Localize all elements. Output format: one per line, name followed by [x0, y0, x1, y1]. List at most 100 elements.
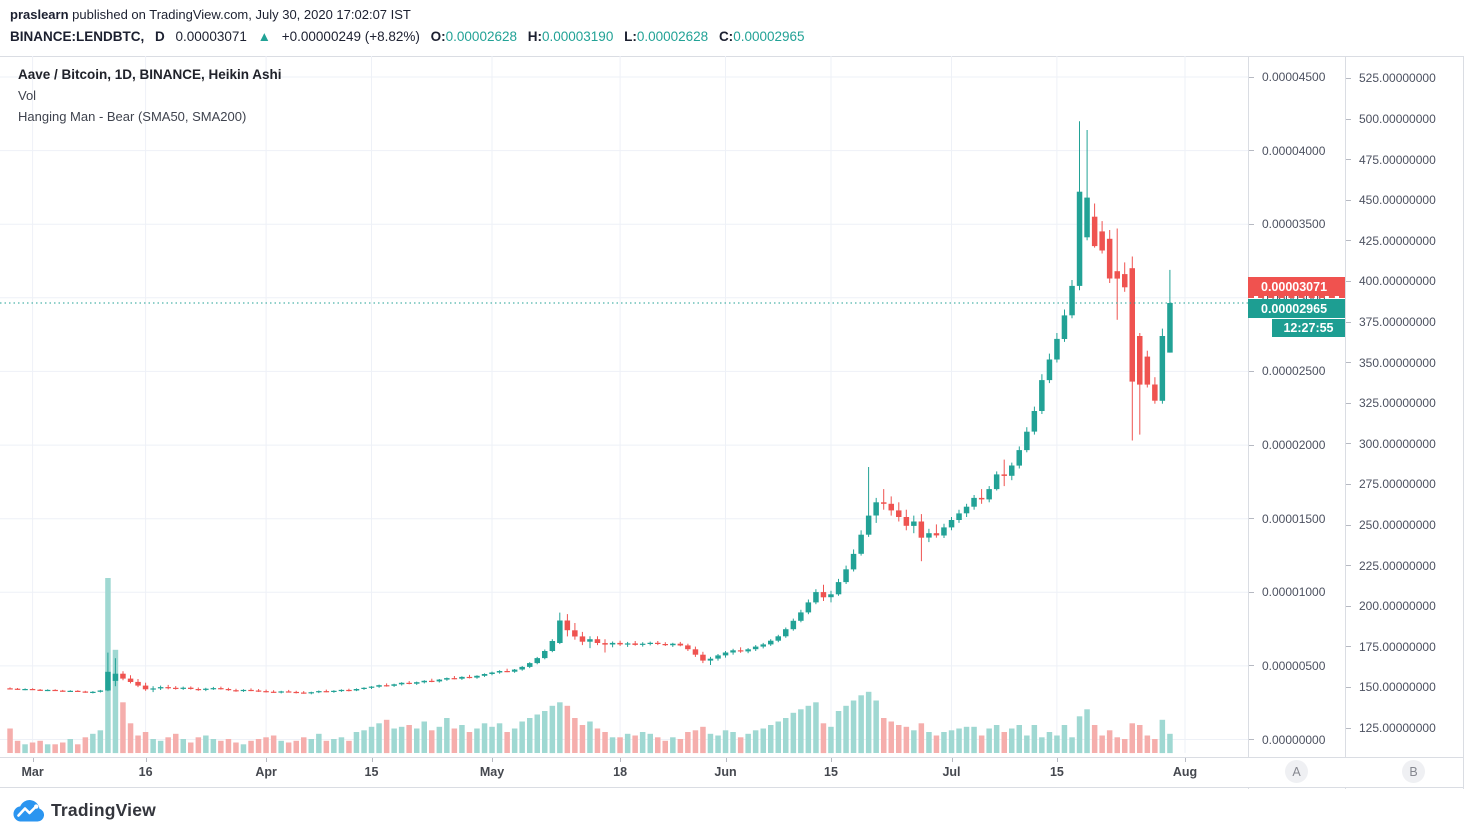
- candle-body: [7, 688, 13, 690]
- volume-bar: [1129, 723, 1135, 754]
- volume-bar: [180, 739, 186, 753]
- volume-bar: [986, 728, 992, 753]
- candle-body: [519, 666, 525, 670]
- volume-bar: [368, 726, 375, 754]
- volume-bar: [346, 740, 352, 754]
- low-label: L:: [624, 29, 637, 44]
- volume-bar: [511, 728, 518, 753]
- volume-study-label[interactable]: Vol: [18, 88, 37, 103]
- candle-body: [444, 678, 450, 680]
- candle-body: [165, 687, 171, 689]
- price-axis-a-button[interactable]: A: [1285, 760, 1308, 783]
- candle-body: [624, 643, 631, 645]
- candle-body: [210, 688, 217, 690]
- candle-body: [542, 651, 548, 659]
- volume-bar: [120, 702, 126, 754]
- candle-body: [685, 645, 691, 650]
- candle-body: [316, 691, 322, 693]
- time-tick: [951, 758, 953, 762]
- volume-bar: [7, 728, 13, 753]
- volume-bar: [926, 732, 932, 753]
- time-axis[interactable]: Mar 16 Apr 15 May 18 Jun 15 Jul 15 Aug: [0, 757, 1463, 788]
- time-axis-label: 16: [138, 765, 153, 779]
- candle-body: [768, 640, 774, 645]
- volume-bar: [1069, 737, 1075, 754]
- candle-body: [1046, 359, 1053, 381]
- volume-bar: [60, 742, 66, 753]
- volume-bar: [655, 737, 661, 754]
- volume-bar: [173, 733, 179, 754]
- secondary-axis-label: 375.00000000: [1346, 314, 1436, 330]
- volume-bar: [1001, 732, 1007, 753]
- volume-bar: [278, 740, 284, 754]
- volume-bar: [1046, 732, 1053, 753]
- candle-body: [1122, 274, 1128, 288]
- chart-title[interactable]: Aave / Bitcoin, 1D, BINANCE, Heikin Ashi: [18, 67, 282, 82]
- candle-body: [941, 527, 947, 536]
- volume-bar: [1024, 735, 1030, 753]
- candle-body: [707, 658, 714, 661]
- candle-body: [602, 643, 608, 645]
- volume-bar: [37, 740, 43, 754]
- volume-bar: [150, 739, 156, 753]
- volume-bar: [670, 737, 676, 754]
- volume-bar: [768, 725, 774, 753]
- volume-bar: [527, 718, 533, 753]
- time-tick: [32, 758, 34, 762]
- time-tick: [371, 758, 373, 762]
- price-axis-label: 0.00000000: [1249, 732, 1325, 748]
- volume-bar: [52, 744, 58, 754]
- candle-body: [376, 685, 382, 687]
- volume-bar: [609, 737, 616, 754]
- volume-bar: [873, 700, 879, 753]
- volume-bar: [1076, 716, 1083, 754]
- candlestick-plot[interactable]: [0, 56, 1248, 757]
- candle-body: [1024, 431, 1030, 451]
- time-axis-label: Aug: [1172, 765, 1198, 779]
- volume-bar: [142, 732, 149, 753]
- volume-bar: [579, 725, 586, 753]
- candle-body: [534, 658, 540, 664]
- candle-body: [587, 639, 593, 642]
- candle-body: [1009, 465, 1015, 476]
- candle-body: [1031, 411, 1038, 432]
- candle-body: [730, 650, 736, 653]
- candle-body: [903, 517, 910, 526]
- volume-bar: [752, 730, 759, 754]
- candle-body: [203, 688, 209, 690]
- price-axis-border: [1248, 56, 1249, 789]
- candle-body: [338, 689, 345, 692]
- secondary-axis-label: 200.00000000: [1346, 598, 1436, 614]
- secondary-axis-label: 150.00000000: [1346, 679, 1436, 695]
- candle-body: [850, 553, 857, 570]
- volume-bar: [1084, 709, 1090, 754]
- volume-bar: [323, 740, 330, 754]
- tradingview-logo[interactable]: TradingView: [12, 799, 156, 822]
- volume-bar: [1099, 735, 1105, 753]
- candle-body: [963, 506, 970, 514]
- volume-bar: [594, 728, 601, 753]
- candle-body: [835, 582, 842, 595]
- volume-bar: [1106, 730, 1113, 754]
- candle-body: [293, 691, 299, 694]
- indicator-label[interactable]: Hanging Man - Bear (SMA50, SMA200): [18, 109, 247, 124]
- candle-body: [572, 630, 578, 637]
- candle-body: [75, 690, 81, 692]
- close-label: C:: [718, 29, 734, 44]
- candle-body: [489, 672, 495, 674]
- volume-bar: [504, 732, 510, 753]
- candle-body: [248, 689, 254, 692]
- price-axis-b-button[interactable]: B: [1402, 760, 1425, 783]
- volume-bar: [745, 733, 751, 754]
- secondary-axis-label: 300.00000000: [1346, 436, 1436, 452]
- volume-bar: [911, 730, 917, 754]
- candle-body: [632, 643, 638, 645]
- candle-body: [346, 689, 352, 692]
- header-divider: [0, 56, 1463, 57]
- volume-bar: [617, 737, 623, 754]
- candle-body: [353, 689, 360, 691]
- candle-body: [1152, 384, 1158, 401]
- volume-bar: [127, 723, 134, 754]
- time-axis-label: 15: [1049, 765, 1064, 779]
